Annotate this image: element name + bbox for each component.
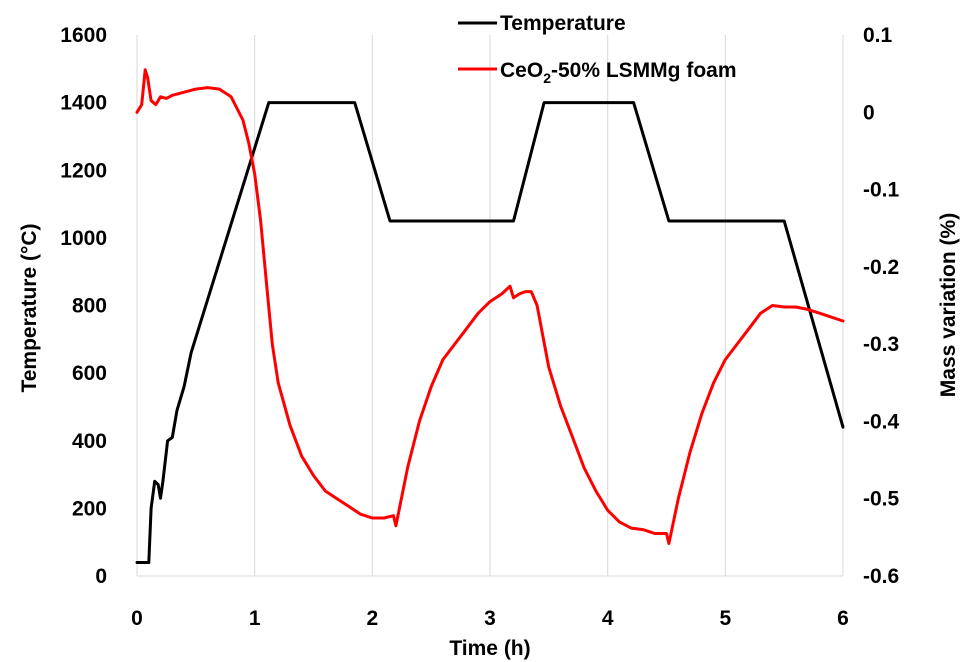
y-tick-label-1600: 1600 — [60, 24, 107, 47]
grid-layer — [136, 35, 844, 577]
x-tick-label-6: 6 — [837, 607, 849, 630]
x-tick-label-0: 0 — [131, 607, 143, 630]
legend-label-mass-variation: CeO2-50% LSMMg foam — [500, 59, 737, 86]
y2-tick-label--0.1: -0.1 — [863, 179, 900, 202]
mass-variation-series-line — [135, 68, 845, 545]
x-tick-label-4: 4 — [602, 607, 614, 630]
y2-tick-label--0.2: -0.2 — [863, 256, 899, 279]
legend-label-temperature: Temperature — [500, 12, 626, 35]
y-tick-label-1400: 1400 — [60, 92, 107, 115]
y2-axis-title: Mass variation (%) — [937, 213, 960, 397]
y-tick-label-200: 200 — [72, 497, 107, 520]
x-tick-label-3: 3 — [484, 607, 496, 630]
y2-tick-label-0: 0 — [863, 101, 875, 124]
y-tick-label-1000: 1000 — [60, 227, 107, 250]
y2-tick-label--0.4: -0.4 — [863, 410, 900, 433]
y2-tick-label-0.1: 0.1 — [863, 24, 893, 47]
x-tick-label-1: 1 — [249, 607, 261, 630]
y-tick-label-1200: 1200 — [60, 159, 107, 182]
y2-tick-label--0.6: -0.6 — [863, 565, 899, 588]
y-tick-label-600: 600 — [72, 362, 107, 385]
legend: Temperature CeO2-50% LSMMg foam — [458, 12, 737, 86]
ticks-layer: 0 1 2 3 4 5 6 0 200 400 600 800 1000 1200 1400 1600 0.1 0… — [60, 24, 899, 630]
series-layer — [135, 68, 845, 564]
y2-tick-label--0.5: -0.5 — [863, 488, 900, 511]
x-tick-label-2: 2 — [366, 607, 378, 630]
temperature-series-line — [135, 101, 845, 564]
x-tick-label-5: 5 — [719, 607, 731, 630]
x-axis-title: Time (h) — [449, 637, 530, 660]
y-axis-title: Temperature (°C) — [18, 223, 41, 392]
y-tick-label-0: 0 — [95, 565, 107, 588]
y-tick-label-400: 400 — [72, 430, 107, 453]
y-tick-label-800: 800 — [72, 295, 107, 318]
y2-tick-label--0.3: -0.3 — [863, 333, 899, 356]
